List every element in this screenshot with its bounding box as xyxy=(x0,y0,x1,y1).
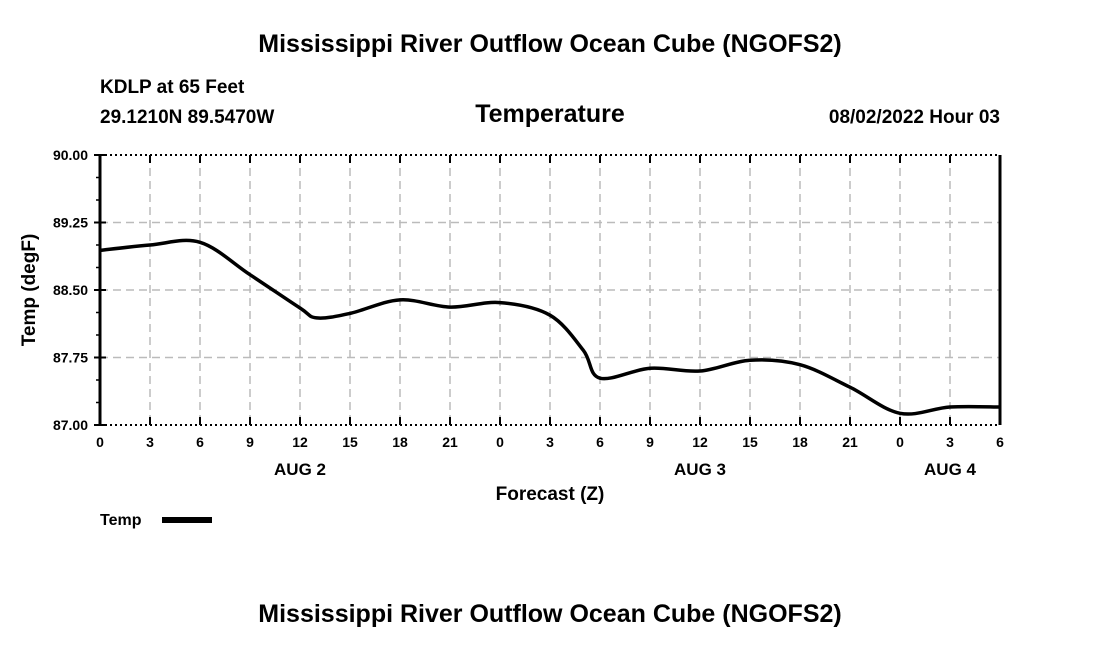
coords-label: 29.1210N 89.5470W xyxy=(100,107,275,128)
x-tick-label: 0 xyxy=(896,434,904,450)
variable-title: Temperature xyxy=(475,100,625,128)
footer-title: Mississippi River Outflow Ocean Cube (NG… xyxy=(258,600,842,628)
x-tick-label: 21 xyxy=(442,434,458,450)
x-tick-label: 3 xyxy=(146,434,154,450)
y-axis-label: Temp (degF) xyxy=(19,234,40,347)
x-tick-label: 15 xyxy=(342,434,358,450)
day-label: AUG 4 xyxy=(924,460,977,479)
y-tick-label: 90.00 xyxy=(53,147,88,163)
y-tick-label: 87.00 xyxy=(53,417,88,433)
x-tick-label: 9 xyxy=(646,434,654,450)
x-tick-label: 18 xyxy=(392,434,408,450)
x-tick-label: 0 xyxy=(96,434,104,450)
x-tick-label: 0 xyxy=(496,434,504,450)
x-tick-label: 3 xyxy=(946,434,954,450)
x-tick-label: 12 xyxy=(292,434,308,450)
station-label: KDLP at 65 Feet xyxy=(100,77,245,98)
x-tick-label: 21 xyxy=(842,434,858,450)
x-tick-label: 12 xyxy=(692,434,708,450)
x-tick-label: 6 xyxy=(196,434,204,450)
x-tick-label: 3 xyxy=(546,434,554,450)
legend-label: Temp xyxy=(100,512,142,529)
main-title: Mississippi River Outflow Ocean Cube (NG… xyxy=(258,30,842,58)
x-tick-label: 18 xyxy=(792,434,808,450)
x-tick-label: 9 xyxy=(246,434,254,450)
y-tick-label: 88.50 xyxy=(53,282,88,298)
y-tick-label: 89.25 xyxy=(53,215,88,231)
x-axis-label: Forecast (Z) xyxy=(496,484,605,505)
day-label: AUG 2 xyxy=(274,460,326,479)
day-label: AUG 3 xyxy=(674,460,726,479)
datetime-label: 08/02/2022 Hour 03 xyxy=(828,107,1000,128)
y-tick-label: 87.75 xyxy=(53,350,88,366)
x-tick-label: 6 xyxy=(996,434,1004,450)
x-tick-label: 6 xyxy=(596,434,604,450)
x-tick-label: 15 xyxy=(742,434,758,450)
